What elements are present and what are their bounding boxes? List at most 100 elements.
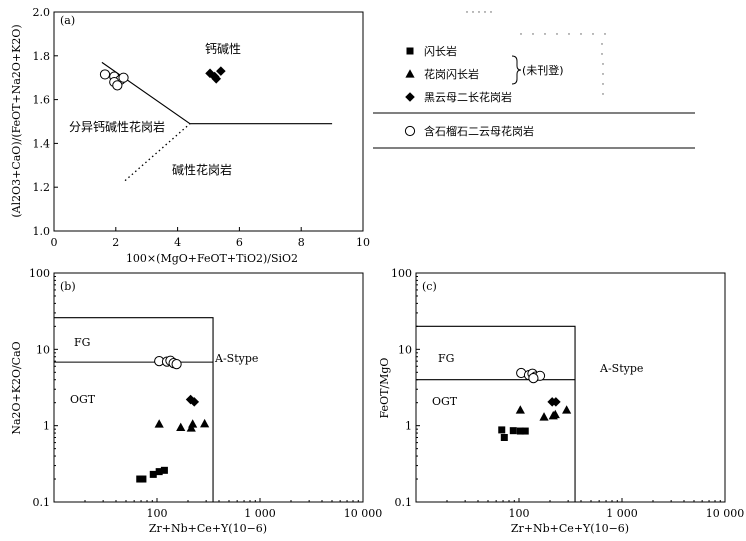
point-diorite	[139, 475, 147, 483]
y-axis-label-b: Na2O+K2O/CaO	[10, 341, 23, 434]
point-diorite	[149, 470, 157, 478]
point-biotite-monzogranite	[211, 73, 222, 84]
point-granodiorite	[176, 422, 186, 431]
y-tick-label-b: 10	[36, 343, 50, 356]
plot-frame-c	[415, 272, 726, 503]
panel-label-c: (c)	[422, 280, 437, 293]
x-tick-label-c: 10 000	[706, 507, 745, 520]
y-tick-label-c: 100	[391, 267, 412, 280]
point-granodiorite	[154, 419, 164, 428]
y-axis-label-a: (Al2O3+CaO)/(FeOT+Na2O+K2O)	[10, 24, 23, 217]
panel-label-b: (b)	[60, 280, 76, 293]
point-biotite-monzogranite	[216, 66, 226, 76]
point-garnet-two-mica-granite	[528, 372, 539, 384]
legend-marker-garnet-two-mica-granite	[404, 125, 416, 137]
legend-label-diorite: 闪长岩	[424, 44, 457, 58]
legend: (未刊登) 闪长岩 花岗闪长岩 黑云母二长花岗岩 含石榴石二云母花岗岩	[373, 11, 695, 149]
point-diorite	[160, 466, 168, 474]
panel-label-a: (a)	[60, 14, 75, 27]
point-granodiorite	[539, 412, 549, 421]
point-diorite	[500, 433, 508, 441]
field-box-outline-c	[416, 325, 576, 502]
panel-c: 100 1 000 10 000 0.1 1 10 100 (c) FG OGT A-Sty…	[378, 267, 744, 535]
plot-frame-a	[53, 11, 364, 232]
point-garnet-two-mica-granite	[112, 80, 123, 91]
panel-b: 100 1 000 10 000 0.1 1 10 100 (b) FG OGT A-Sty…	[10, 267, 382, 535]
point-diorite	[498, 426, 506, 434]
region-label-ogt-b: OGT	[70, 393, 96, 406]
y-tick-label-a: 1.0	[33, 225, 51, 238]
point-granodiorite	[562, 405, 572, 414]
region-label-fg-c: FG	[438, 352, 454, 365]
y-tick-label-a: 1.4	[33, 137, 51, 150]
y-tick-label-a: 1.2	[33, 181, 51, 194]
y-axis-label-c: FeOT/MgO	[378, 358, 391, 419]
point-garnet-two-mica-granite	[99, 69, 111, 80]
x-axis-label-c: Zr+Nb+Ce+Y(10−6)	[511, 522, 629, 535]
y-tick-label-c: 1	[405, 420, 412, 433]
y-tick-label-c: 10	[398, 343, 412, 356]
y-tick-label-c: 0.1	[395, 496, 413, 509]
region-label-ogt-c: OGT	[432, 395, 458, 408]
x-tick-label-a: 6	[236, 236, 243, 249]
x-tick-label-c: 100	[509, 507, 530, 520]
plot-frame-b	[53, 272, 364, 503]
x-tick-label-a: 4	[174, 236, 181, 249]
x-tick-label-a: 8	[298, 236, 305, 249]
x-axis-label-a: 100×(MgO+FeOT+TiO2)/SiO2	[126, 252, 298, 265]
legend-dots	[466, 11, 606, 95]
legend-marker-granodiorite	[405, 69, 415, 78]
x-tick-label-a: 0	[51, 236, 58, 249]
x-tick-label-b: 10 000	[344, 507, 383, 520]
point-garnet-two-mica-granite	[118, 72, 129, 83]
boundary-lines-a	[101, 61, 333, 182]
boundary-line-dotted	[124, 123, 191, 182]
y-tick-label-a: 1.6	[33, 94, 51, 107]
points-c	[498, 367, 572, 441]
y-tick-label-b: 0.1	[33, 496, 51, 509]
legend-marker-biotite-monzogranite	[405, 92, 415, 102]
y-tick-label-b: 1	[43, 420, 50, 433]
point-diorite	[521, 427, 529, 435]
region-label-fg-b: FG	[74, 336, 90, 349]
point-garnet-two-mica-granite	[171, 359, 182, 370]
legend-bracket	[511, 55, 522, 85]
y-tick-label-b: 100	[29, 267, 50, 280]
region-label-astype-b: A-Stype	[214, 352, 258, 365]
point-diorite	[516, 427, 524, 435]
point-diorite	[509, 427, 517, 435]
region-label-astype-c: A-Stype	[599, 362, 643, 375]
x-tick-label-a: 2	[112, 236, 119, 249]
point-biotite-monzogranite	[551, 397, 561, 407]
point-diorite	[155, 468, 163, 476]
point-granodiorite	[188, 419, 198, 428]
ticks-a: 0 2 4 6 8 10 1.0 1.2 1.4 1.6 1.8 2.0	[33, 6, 371, 249]
legend-marker-diorite	[406, 47, 414, 55]
point-biotite-monzogranite	[189, 397, 200, 407]
field-box-c	[416, 325, 576, 502]
x-tick-label-b: 1 000	[244, 507, 276, 520]
ticks-c: 100 1 000 10 000 0.1 1 10 100	[391, 267, 744, 520]
y-tick-label-a: 2.0	[33, 6, 51, 19]
x-axis-label-b: Zr+Nb+Ce+Y(10−6)	[149, 522, 267, 535]
field-box-outline-b	[54, 317, 214, 502]
x-tick-label-a: 10	[356, 236, 370, 249]
legend-label-granodiorite: 花岗闪长岩	[424, 67, 479, 81]
x-tick-label-b: 100	[147, 507, 168, 520]
legend-label-garnet-two-mica-granite: 含石榴石二云母花岗岩	[424, 124, 534, 138]
field-box-b	[54, 317, 214, 502]
ticks-b: 100 1 000 10 000 0.1 1 10 100	[29, 267, 382, 520]
point-granodiorite	[200, 418, 210, 428]
legend-bracket-note: (未刊登)	[522, 63, 564, 77]
legend-label-biotite-monzogranite: 黑云母二长花岗岩	[424, 90, 512, 104]
x-tick-label-c: 1 000	[606, 507, 638, 520]
region-label-calc-alkaline: 钙碱性	[205, 42, 241, 56]
panel-a: 0 2 4 6 8 10 1.0 1.2 1.4 1.6 1.8 2.0 (a) 钙碱性 分异钙碱性花…	[10, 6, 370, 265]
point-granodiorite	[515, 405, 525, 414]
point-biotite-monzogranite	[185, 394, 196, 405]
point-biotite-monzogranite	[205, 68, 215, 79]
region-label-alkaline: 碱性花岗岩	[172, 162, 232, 177]
points-b	[136, 355, 210, 483]
y-tick-label-a: 1.8	[33, 50, 51, 63]
